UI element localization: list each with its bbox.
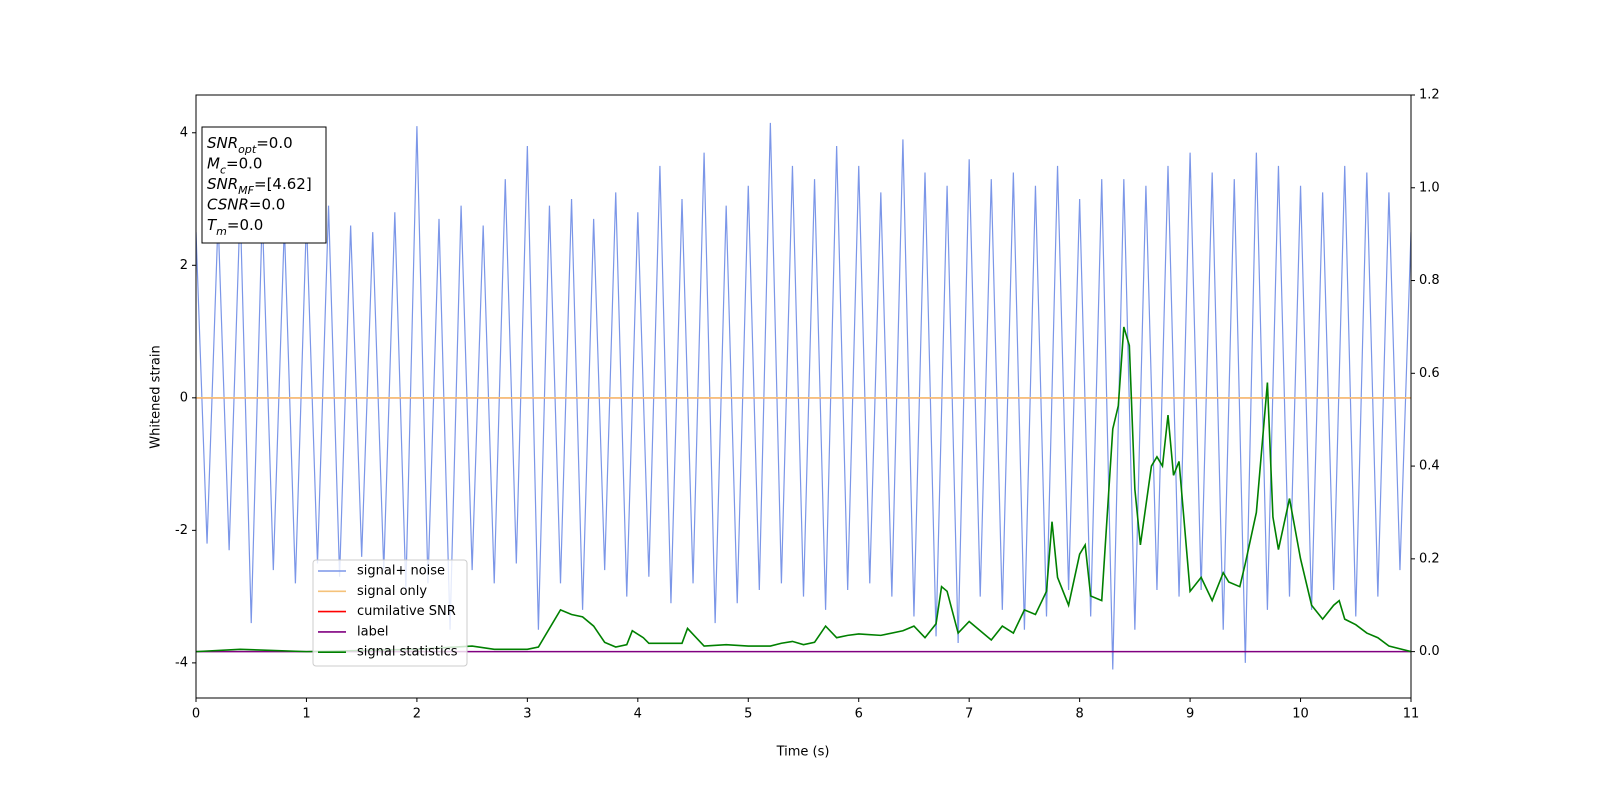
- legend-label: signal+ noise: [357, 564, 445, 579]
- x-tick-label: 9: [1186, 707, 1194, 722]
- y-tick-label: 4: [180, 125, 188, 140]
- annotation-line: Tm=0.0: [207, 216, 263, 238]
- plot-frame: [195, 94, 1412, 699]
- annotation-line: CSNR=0.0: [207, 195, 285, 213]
- y2-tick-label: 0.8: [1419, 273, 1440, 288]
- annotation-line: Mc=0.0: [207, 154, 262, 176]
- x-tick-label: 8: [1075, 707, 1083, 722]
- annotation-value: =0.0: [226, 154, 262, 172]
- x-tick-label: 4: [634, 707, 642, 722]
- annotation-line: SNRMF=[4.62]: [207, 175, 312, 197]
- annotation-subscript: MF: [238, 184, 254, 197]
- y2-tick-label: 1.2: [1419, 88, 1440, 103]
- x-tick-label: 6: [855, 707, 863, 722]
- x-axis-label: Time (s): [776, 745, 830, 760]
- annotation-symbol: M: [207, 154, 220, 172]
- series-line: [196, 326, 1411, 653]
- annotation-symbol: CSNR: [207, 195, 249, 213]
- legend-box: [312, 559, 468, 667]
- y-tick-label: -2: [175, 523, 188, 538]
- series-line: [196, 122, 1411, 670]
- y2-tick-label: 0.0: [1419, 644, 1440, 659]
- y2-tick-label: 0.6: [1419, 366, 1440, 381]
- x-tick-label: 0: [192, 707, 200, 722]
- x-tick-label: 3: [523, 707, 531, 722]
- x-tick-label: 10: [1292, 707, 1309, 722]
- annotation-symbol: SNR: [207, 134, 238, 152]
- annotation-value: =0.0: [249, 195, 285, 213]
- legend-label: cumilative SNR: [357, 604, 456, 619]
- y2-tick-label: 1.0: [1419, 180, 1440, 195]
- x-tick-label: 11: [1403, 707, 1420, 722]
- annotation-subscript: c: [220, 163, 226, 176]
- annotation-subscript: m: [216, 225, 227, 238]
- x-tick-label: 7: [965, 707, 973, 722]
- legend-label: signal statistics: [357, 645, 458, 660]
- x-tick-label: 1: [302, 707, 310, 722]
- annotation-symbol: T: [207, 216, 218, 234]
- y-axis-label: Whitened strain: [149, 345, 164, 448]
- x-tick-label: 5: [744, 707, 752, 722]
- annotation-symbol: SNR: [207, 175, 238, 193]
- annotation-value: =0.0: [227, 216, 263, 234]
- y-tick-label: 2: [180, 258, 188, 273]
- y2-tick-label: 0.4: [1419, 459, 1440, 474]
- x-tick-label: 2: [413, 707, 421, 722]
- annotation-value: =[4.62]: [254, 175, 312, 193]
- legend-label: signal only: [357, 584, 427, 599]
- y-tick-label: 0: [180, 390, 188, 405]
- legend-label: label: [357, 624, 388, 639]
- y-tick-label: -4: [175, 655, 188, 670]
- annotation-box: [201, 126, 327, 244]
- y2-tick-label: 0.2: [1419, 551, 1440, 566]
- annotation-value: =0.0: [256, 134, 292, 152]
- annotation-subscript: opt: [238, 143, 257, 156]
- annotation-line: SNRopt=0.0: [207, 134, 293, 156]
